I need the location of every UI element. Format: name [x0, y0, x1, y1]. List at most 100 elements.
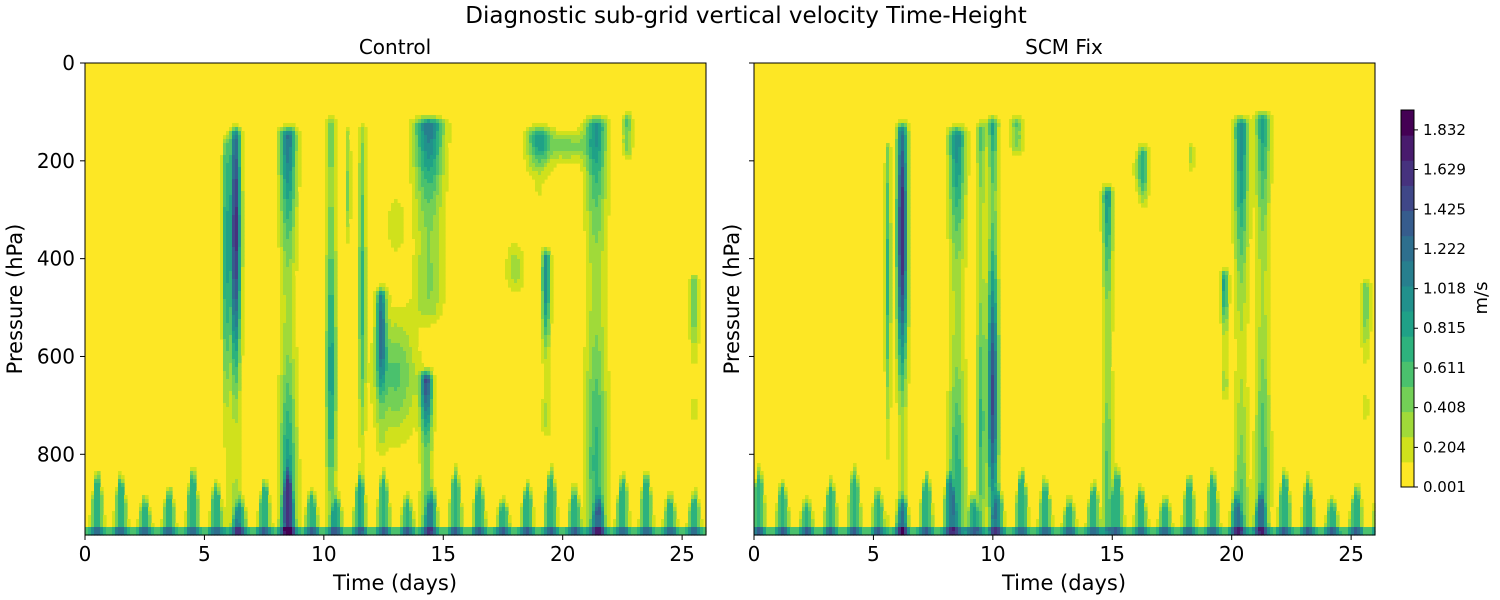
- heatmap-cell: [292, 199, 296, 204]
- heatmap-cell: [328, 283, 332, 288]
- heatmap-cell: [424, 471, 428, 476]
- heatmap-cell: [226, 311, 230, 316]
- heatmap-cell: [478, 515, 482, 520]
- heatmap-cell: [265, 491, 269, 496]
- heatmap-cell: [280, 223, 284, 228]
- heatmap-cell: [292, 143, 296, 148]
- heatmap-cell: [211, 487, 215, 492]
- heatmap-cell: [394, 435, 398, 440]
- heatmap-cell: [358, 327, 362, 332]
- heatmap-cell: [364, 183, 368, 188]
- heatmap-cell: [277, 215, 281, 220]
- heatmap-cell: [277, 419, 281, 424]
- heatmap-cell: [508, 263, 512, 268]
- heatmap-cell: [325, 427, 329, 432]
- heatmap-cell: [436, 519, 440, 524]
- heatmap-cell: [541, 123, 545, 128]
- heatmap-cell: [292, 483, 296, 488]
- heatmap-cell: [418, 435, 422, 440]
- heatmap-cell: [364, 507, 368, 512]
- heatmap-cell: [550, 143, 554, 148]
- heatmap-cell: [280, 279, 284, 284]
- heatmap-cell: [121, 491, 125, 496]
- heatmap-cell: [430, 219, 434, 224]
- heatmap-cell: [184, 523, 188, 528]
- heatmap-cell: [325, 515, 329, 520]
- heatmap-cell: [541, 287, 545, 292]
- heatmap-cell: [226, 331, 230, 336]
- heatmap-cell: [415, 147, 419, 152]
- heatmap-cell: [406, 327, 410, 332]
- heatmap-cell: [334, 427, 338, 432]
- heatmap-cell: [364, 151, 368, 156]
- heatmap-cell: [379, 335, 383, 340]
- heatmap-cell: [364, 135, 368, 140]
- heatmap-cell: [196, 495, 200, 500]
- heatmap-cell: [238, 527, 242, 532]
- heatmap-cell: [385, 295, 389, 300]
- heatmap-cell: [331, 411, 335, 416]
- heatmap-cell: [223, 155, 227, 160]
- heatmap-cell: [349, 195, 353, 200]
- heatmap-cell: [550, 279, 554, 284]
- heatmap-cell: [325, 467, 329, 472]
- heatmap-cell: [295, 467, 299, 472]
- heatmap-cell: [328, 267, 332, 272]
- heatmap-cell: [328, 191, 332, 196]
- heatmap-cell: [559, 147, 563, 152]
- heatmap-cell: [328, 127, 332, 132]
- heatmap-cell: [424, 431, 428, 436]
- heatmap-cell: [448, 143, 452, 148]
- heatmap-cell: [454, 483, 458, 488]
- heatmap-cell: [379, 311, 383, 316]
- heatmap-cell: [286, 511, 290, 516]
- heatmap-cell: [544, 163, 548, 168]
- heatmap-cell: [397, 367, 401, 372]
- heatmap-cell: [292, 187, 296, 192]
- heatmap-cell: [235, 195, 239, 200]
- heatmap-cell: [292, 251, 296, 256]
- heatmap-cell: [166, 531, 170, 536]
- heatmap-cell: [370, 367, 374, 372]
- heatmap-cell: [526, 159, 530, 164]
- heatmap-cell: [379, 447, 383, 452]
- heatmap-cell: [283, 411, 287, 416]
- heatmap-cell: [436, 159, 440, 164]
- heatmap-cell: [382, 331, 386, 336]
- heatmap-cell: [535, 531, 539, 536]
- heatmap-cell: [442, 175, 446, 180]
- heatmap-cell: [235, 287, 239, 292]
- heatmap-cell: [298, 183, 302, 188]
- heatmap-cell: [214, 511, 218, 516]
- heatmap-cell: [418, 263, 422, 268]
- heatmap-cell: [427, 207, 431, 212]
- heatmap-cell: [424, 195, 428, 200]
- heatmap-cell: [475, 531, 479, 536]
- heatmap-cell: [424, 243, 428, 248]
- heatmap-cell: [442, 155, 446, 160]
- heatmap-cell: [397, 527, 401, 532]
- heatmap-cell: [424, 219, 428, 224]
- heatmap-cell: [277, 527, 281, 532]
- heatmap-cell: [289, 279, 293, 284]
- heatmap-cell: [391, 435, 395, 440]
- heatmap-cell: [328, 439, 332, 444]
- heatmap-cell: [415, 227, 419, 232]
- heatmap-cell: [283, 343, 287, 348]
- heatmap-cell: [502, 531, 506, 536]
- heatmap-cell: [241, 207, 245, 212]
- heatmap-cell: [358, 515, 362, 520]
- heatmap-cell: [364, 275, 368, 280]
- heatmap-cell: [199, 527, 203, 532]
- heatmap-cell: [382, 379, 386, 384]
- heatmap-cell: [418, 439, 422, 444]
- heatmap-cell: [442, 259, 446, 264]
- heatmap-cell: [280, 267, 284, 272]
- heatmap-cell: [340, 519, 344, 524]
- heatmap-cell: [358, 127, 362, 132]
- heatmap-cell: [430, 507, 434, 512]
- heatmap-cell: [238, 323, 242, 328]
- heatmap-cell: [391, 211, 395, 216]
- heatmap-cell: [448, 511, 452, 516]
- heatmap-cell: [235, 279, 239, 284]
